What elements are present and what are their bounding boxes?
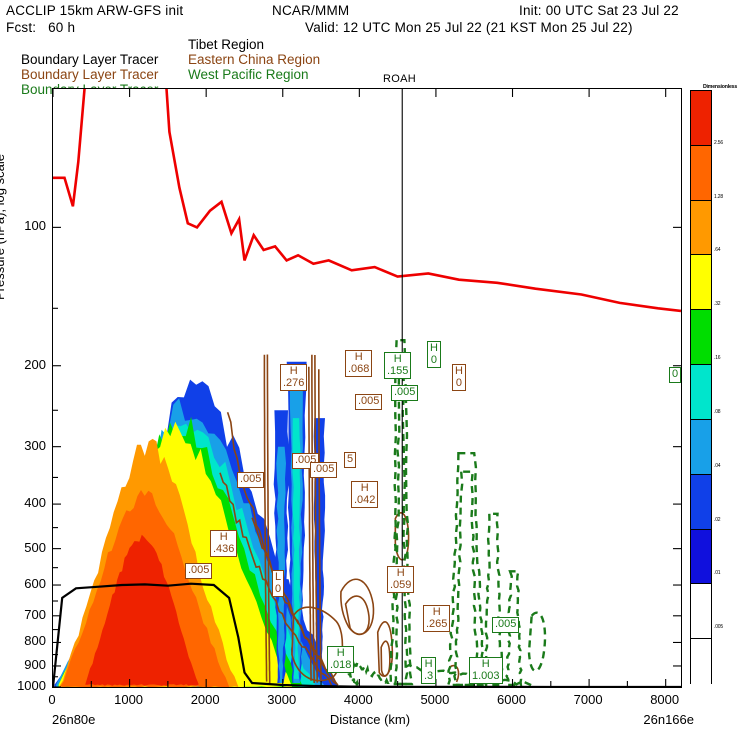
terrain-line: [53, 582, 681, 687]
contour-label: H .155: [384, 352, 412, 379]
colorbar-segment: [691, 364, 711, 419]
tropopause-line: [53, 89, 681, 313]
y-axis-title: Pressure (hPa), log scale: [0, 154, 7, 300]
contour-label: H 1.003: [469, 657, 503, 684]
x-tick-6000: 6000: [497, 692, 526, 707]
contour-label: .005: [355, 394, 383, 410]
y-tick-800: 800: [24, 633, 46, 649]
legend-region-label: Tibet Region: [188, 37, 265, 52]
header-model-line: ACCLIP 15km ARW-GFS init: [6, 3, 184, 18]
colorbar-tick-p08: .08: [714, 408, 721, 415]
colorbar-tick-p16: .16: [714, 355, 721, 362]
x-tick-8000: 8000: [650, 692, 680, 707]
colorbar-segment: [691, 418, 711, 474]
y-tick-1000: 1000: [17, 678, 46, 693]
colorbar-tick-2p56: 2.56: [714, 139, 723, 146]
colorbar-tick-p01: .01: [714, 570, 721, 577]
contour-label: H .059: [387, 566, 415, 593]
x-tick-0: 0: [48, 692, 56, 707]
contour-label: H .265: [423, 605, 451, 632]
colorbar-segment: [691, 583, 711, 639]
y-tick-600: 600: [24, 576, 46, 592]
colorbar-tick-1p28: 1.28: [714, 193, 723, 200]
contour-label: H .042: [351, 481, 379, 508]
colorbar-segment: [691, 638, 711, 693]
header-institution: NCAR/MMM: [272, 3, 350, 18]
y-tick-300: 300: [24, 437, 46, 453]
colorbar-tick-p02: .02: [714, 516, 721, 523]
filled-tracer-field: [54, 361, 338, 687]
x-axis-title: Distance (km): [329, 712, 411, 727]
colorbar-tick-p04: .04: [714, 462, 721, 469]
contour-label: 5: [344, 452, 357, 468]
station-marker-label: ROAH: [383, 73, 416, 85]
contour-label: H .436: [210, 530, 238, 557]
colorbar-segment: [691, 528, 711, 584]
x-tick-2000: 2000: [190, 692, 220, 707]
contour-label: .005: [237, 472, 265, 488]
colorbar: [690, 90, 712, 693]
legend-tracer-label: Boundary Layer Tracer: [21, 52, 159, 67]
y-tick-500: 500: [24, 539, 46, 555]
x-tick-4000: 4000: [343, 692, 373, 707]
contour-label: .005: [391, 385, 419, 401]
colorbar-segment: [691, 473, 711, 529]
colorbar-tick-p005: .005: [714, 624, 723, 631]
contour-label: L 0: [272, 570, 285, 597]
contour-label: 0: [669, 367, 682, 383]
contour-label: H .068: [345, 350, 373, 377]
colorbar-segment: [691, 199, 711, 255]
header-valid-time: Valid: 12 UTC Mon 25 Jul 22 (21 KST Mon …: [305, 20, 633, 35]
x-tick-1000: 1000: [114, 692, 144, 707]
colorbar-segment: [691, 254, 711, 310]
y-tick-100: 100: [24, 218, 46, 234]
legend-tracer-label: Boundary Layer Tracer: [21, 67, 159, 82]
colorbar-segment: [691, 144, 711, 200]
colorbar-unit-label: Dimensionless: [703, 84, 738, 90]
colorbar-tick-p32: .32: [714, 301, 721, 308]
y-tick-900: 900: [24, 656, 46, 672]
header-init-time: Init: 00 UTC Sat 23 Jul 22: [519, 3, 679, 18]
colorbar-segment: [691, 91, 711, 145]
contour-label: .005: [310, 462, 338, 478]
x-tick-7000: 7000: [573, 692, 603, 707]
y-tick-400: 400: [24, 495, 46, 511]
contour-label: .005: [185, 563, 213, 579]
legend-region-label: West Pacific Region: [188, 67, 309, 82]
contour-label: H .276: [280, 364, 308, 391]
axis-tick-marks: [53, 89, 681, 687]
x-tick-3000: 3000: [267, 692, 297, 707]
plot-area: [52, 88, 682, 688]
cross-section-canvas: [53, 89, 681, 687]
contour-label: .005: [492, 617, 520, 633]
y-tick-700: 700: [24, 606, 46, 622]
header-forecast-line: Fcst: 60 h: [6, 20, 76, 35]
contour-label: H 0: [452, 364, 466, 391]
legend-region-label: Eastern China Region: [188, 52, 321, 67]
legend-item-tibet: Boundary Layer Tracer Tibet Region: [6, 37, 264, 97]
legend-item-eastern-china: Boundary Layer Tracer Eastern China Regi…: [6, 52, 320, 112]
left-endpoint-label: 26n80e: [52, 712, 96, 727]
right-endpoint-label: 26n166e: [643, 712, 694, 727]
contour-label: H .018: [327, 646, 355, 673]
x-tick-5000: 5000: [420, 692, 450, 707]
colorbar-segment: [691, 309, 711, 365]
contour-label: H .3: [421, 657, 437, 684]
contour-label: H 0: [427, 341, 441, 368]
colorbar-tick-p64: .64: [714, 247, 721, 254]
y-tick-200: 200: [24, 356, 46, 372]
west-pacific-contours: [341, 339, 547, 687]
